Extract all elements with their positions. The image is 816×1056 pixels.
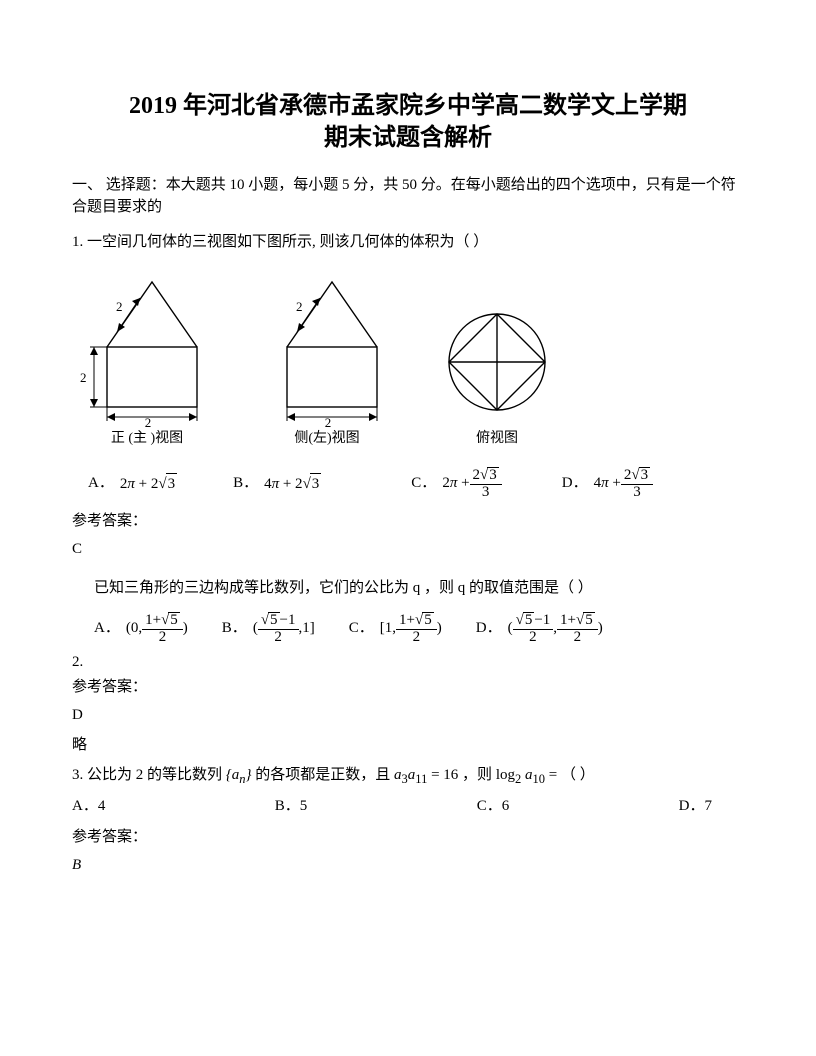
q1-options: A． 2π + 23 B． 4π + 23 C． 2π + 233 D． 4π …	[88, 467, 744, 501]
q2-opt-d: D． ( 5−12 , 1+52 )	[476, 612, 603, 646]
q1-opt-b: B． 4π + 23	[233, 473, 321, 496]
q2-note: 略	[72, 735, 744, 757]
side-apex-label: 2	[296, 299, 303, 314]
front-view-caption: 正 (主 )视图	[72, 429, 222, 449]
q2-opt-b: B． ( 5−12 ,1]	[222, 612, 315, 646]
title-line-2: 期末试题含解析	[72, 122, 744, 154]
q2-opt-a: A． (0, 1+52 )	[94, 612, 188, 646]
q3-answer: B	[72, 855, 744, 877]
q2-number: 2.	[72, 652, 744, 674]
q3-stem: 3. 公比为 2 的等比数列 {an} 的各项都是正数，且 a3a11 = 16…	[72, 765, 744, 788]
q2-answer: D	[72, 705, 744, 727]
q2-answer-label: 参考答案：	[72, 677, 744, 699]
q1-views-row: 2 2 2 正 (主 )视图 2	[72, 262, 744, 449]
top-view-caption: 俯视图	[432, 429, 562, 449]
front-apex-label: 2	[116, 299, 123, 314]
side-view-caption: 侧(左)视图	[252, 429, 402, 449]
q1-front-view: 2 2 2 正 (主 )视图	[72, 262, 222, 449]
q1-opt-c: C． 2π + 233	[411, 467, 501, 501]
q2-stem: 已知三角形的三边构成等比数列，它们的公比为 q ，则 q 的取值范围是（ ）	[94, 578, 744, 600]
q1-answer: C	[72, 539, 744, 561]
q3-opt-b: B．5	[275, 796, 308, 818]
title-line-1: 2019 年河北省承德市孟家院乡中学高二数学文上学期	[72, 90, 744, 122]
front-view-svg: 2 2 2	[72, 262, 222, 427]
q3-options: A．4 B．5 C．6 D．7	[72, 796, 712, 818]
q3-answer-label: 参考答案：	[72, 827, 744, 849]
q1-side-view: 2 2 侧(左)视图	[252, 262, 402, 449]
section-1-heading: 一、 选择题：本大题共 10 小题，每小题 5 分，共 50 分。在每小题给出的…	[72, 175, 744, 219]
q3-opt-d: D．7	[679, 796, 712, 818]
q3-opt-c: C．6	[477, 796, 510, 818]
q1-opt-d: D． 4π + 233	[562, 467, 653, 501]
top-view-svg	[432, 307, 562, 427]
front-base-w-label: 2	[145, 415, 152, 427]
q1-stem: 1. 一空间几何体的三视图如下图所示, 则该几何体的体积为（ ）	[72, 232, 744, 254]
side-view-svg: 2 2	[252, 262, 402, 427]
q3-opt-a: A．4	[72, 796, 105, 818]
q2-opt-c: C． [1, 1+52 )	[349, 612, 442, 646]
front-base-h-label: 2	[80, 370, 87, 385]
q1-top-view: 俯视图	[432, 307, 562, 449]
exam-title: 2019 年河北省承德市孟家院乡中学高二数学文上学期 期末试题含解析	[72, 90, 744, 155]
q1-opt-a: A． 2π + 23	[88, 473, 177, 496]
q1-answer-label: 参考答案：	[72, 511, 744, 533]
q2-options: A． (0, 1+52 ) B． ( 5−12 ,1] C． [1, 1+52 …	[94, 612, 744, 646]
side-base-w-label: 2	[325, 415, 332, 427]
